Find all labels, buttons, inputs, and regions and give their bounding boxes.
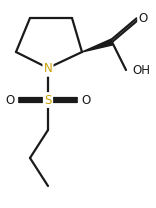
Text: N: N <box>44 62 52 76</box>
Text: O: O <box>138 12 148 26</box>
Text: O: O <box>81 94 91 106</box>
Text: N: N <box>44 62 52 76</box>
Text: S: S <box>44 94 52 106</box>
Polygon shape <box>82 39 113 52</box>
Text: OH: OH <box>132 63 150 77</box>
Text: O: O <box>5 94 15 106</box>
